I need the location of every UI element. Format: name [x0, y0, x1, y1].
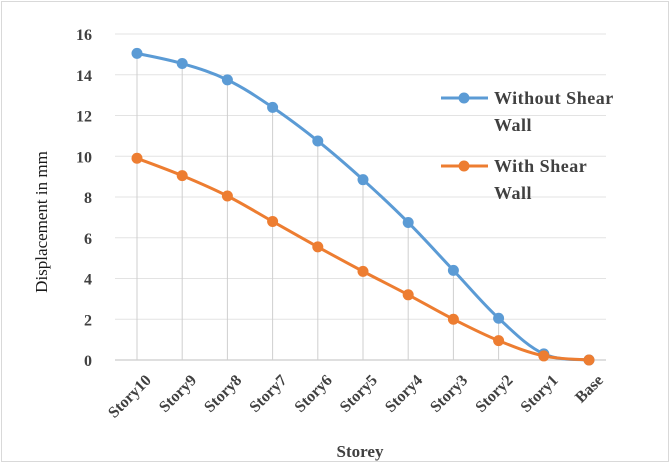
gridlines [115, 33, 606, 361]
y-tick-label: 0 [84, 353, 92, 370]
data-point [267, 215, 279, 227]
x-tick-label: Story8 [201, 372, 245, 416]
x-tick-label: Base [572, 372, 607, 407]
x-tick-label: Story4 [382, 372, 426, 416]
legend-label: Without Shear [494, 88, 614, 108]
y-tick-label: 10 [76, 149, 92, 166]
data-point [176, 170, 188, 182]
y-tick-labels: 0 2 4 6 8 10 12 14 16 [76, 27, 92, 370]
data-point [131, 47, 143, 59]
data-point [538, 350, 550, 362]
data-point [357, 265, 369, 277]
x-tick-label: Story10 [105, 372, 155, 422]
data-point [402, 216, 414, 228]
data-point [176, 58, 188, 70]
legend-label: Wall [494, 183, 532, 203]
data-point [447, 264, 459, 276]
y-axis-title: Displacement in mm [32, 151, 51, 293]
data-point [267, 101, 279, 113]
y-tick-label: 14 [76, 68, 92, 85]
x-tick-label: Story3 [427, 372, 471, 416]
x-tick-label: Story2 [472, 372, 516, 416]
x-tick-label: Story1 [518, 372, 562, 416]
x-tick-label: Story9 [156, 372, 200, 416]
y-tick-label: 6 [84, 231, 92, 248]
data-point [493, 335, 505, 347]
legend-marker [458, 92, 470, 104]
x-tick-label: Story5 [337, 372, 381, 416]
legend-label: Wall [494, 115, 532, 135]
x-tick-label: Story7 [246, 372, 290, 416]
y-tick-label: 12 [76, 109, 92, 126]
data-point [493, 312, 505, 324]
data-point [131, 152, 143, 164]
y-tick-label: 8 [84, 190, 92, 207]
data-point [583, 354, 595, 366]
y-tick-label: 2 [84, 312, 92, 329]
data-point [402, 289, 414, 301]
x-tick-label: Story6 [292, 372, 336, 416]
x-tick-labels: Story10 Story9 Story8 Story7 Story6 Story5 Sto… [105, 372, 607, 422]
data-point [312, 135, 324, 147]
legend: Without Shear Wall With Shear Wall [441, 88, 614, 203]
data-point [447, 313, 459, 325]
y-tick-label: 16 [76, 27, 92, 44]
data-point [312, 241, 324, 253]
data-point [357, 174, 369, 186]
series-layer [131, 47, 595, 366]
legend-marker [458, 160, 470, 172]
legend-label: With Shear [494, 156, 587, 176]
x-axis-title: Storey [337, 442, 384, 461]
y-tick-label: 4 [84, 272, 92, 289]
data-point [221, 190, 233, 202]
data-point [221, 74, 233, 86]
